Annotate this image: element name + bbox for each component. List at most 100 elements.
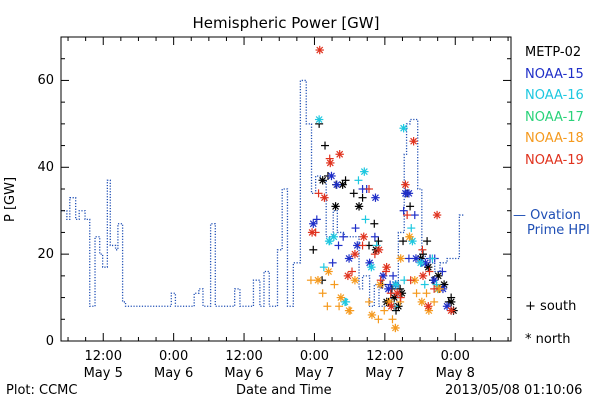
star-d2 [325,268,332,275]
south-point [321,141,330,150]
x-tick-date-label: May 7 [294,366,335,381]
south-point [425,267,434,276]
south-point [438,267,447,276]
north-point [424,302,433,311]
north-point [360,167,369,176]
south-point [412,289,421,298]
south-point [374,315,383,324]
south-point [406,276,415,285]
footer-left: Plot: CCMC [6,383,78,398]
legend-entry-metp-02: METP-02 [525,45,582,60]
star-d2 [411,276,419,284]
north-point [359,232,368,241]
star-d2 [434,285,442,293]
north-point [392,289,402,298]
north-point [309,219,318,228]
x-tick-time-label: 12:00 [366,349,404,364]
north-point [326,158,335,168]
north-point [405,232,414,241]
north-point [324,267,333,276]
north-point [315,45,324,55]
north-point [336,293,346,302]
north-point [396,254,405,263]
x-axis-label: Date and Time [236,383,332,398]
star-d2 [333,181,341,189]
south-point [420,280,429,289]
star-d2 [424,302,432,310]
symbol-key-south-label: south [540,299,577,314]
ovation-step-line [61,79,464,307]
star-d2 [393,289,401,297]
x-tick-time-label: 0:00 [299,349,330,364]
x-tick-time-label: 0:00 [440,349,470,364]
star-d2 [443,302,451,310]
star-d2 [424,263,432,271]
north-point [434,271,443,281]
south-point [404,254,413,263]
footer-right: 2013/05/08 01:10:06 [445,383,583,398]
star-d2 [339,181,347,189]
star-d2 [330,233,338,241]
south-point [330,280,339,289]
south-point [399,237,408,246]
star-d2 [337,294,345,302]
south-point [351,224,360,233]
south-point [428,254,437,263]
south-point [380,306,389,315]
north-point [432,210,442,220]
star-d2 [410,137,418,145]
star-d2 [405,189,413,197]
north-point [429,276,439,285]
legend-entry-noaa-16: NOAA-16 [525,88,584,103]
south-point [418,245,427,254]
y-axis-label: P [GW] [3,176,18,222]
north-point [344,254,354,263]
south-point [406,202,415,211]
star-d2 [419,272,427,280]
north-point [418,271,428,281]
star-d2 [384,285,392,293]
south-point [334,241,343,250]
star-d2 [400,124,408,132]
asterisk-symbol-icon: * [525,332,532,347]
star-d2 [375,246,383,254]
south-point [319,263,328,272]
star-d2 [351,276,359,284]
north-point [408,236,417,246]
north-point [350,276,360,285]
star-d2 [408,237,416,245]
star-d2 [319,176,327,184]
south-point [370,219,379,228]
north-point [324,236,334,246]
star-d2 [314,276,322,284]
x-tick-date-label: May 6 [154,366,194,381]
south-point [376,276,385,285]
south-point [335,302,344,311]
north-point [327,171,336,181]
star-d2 [430,276,438,284]
north-point [354,202,364,211]
star-d2 [360,233,368,241]
south-point [410,211,419,220]
north-point [387,302,396,311]
north-point [350,249,360,259]
satellite-points-layer [306,45,458,333]
y-tick-label: 40 [37,160,54,176]
south-point [370,232,379,241]
south-point [358,241,367,250]
north-point [409,137,418,146]
star-d2 [372,194,379,202]
north-point [335,150,344,159]
chart-title: Hemispheric Power [GW] [192,14,380,32]
ovation-series-layer [61,79,464,307]
north-point [391,280,401,289]
south-point [374,237,383,246]
legend-entry-noaa-15: NOAA-15 [525,66,584,82]
star-d2 [401,181,409,189]
x-tick-time-label: 0:00 [159,349,189,364]
star-d2 [345,255,353,262]
legend-entry-noaa-18: NOAA-18 [525,131,584,146]
south-point [348,267,357,276]
star-d2 [332,202,340,210]
